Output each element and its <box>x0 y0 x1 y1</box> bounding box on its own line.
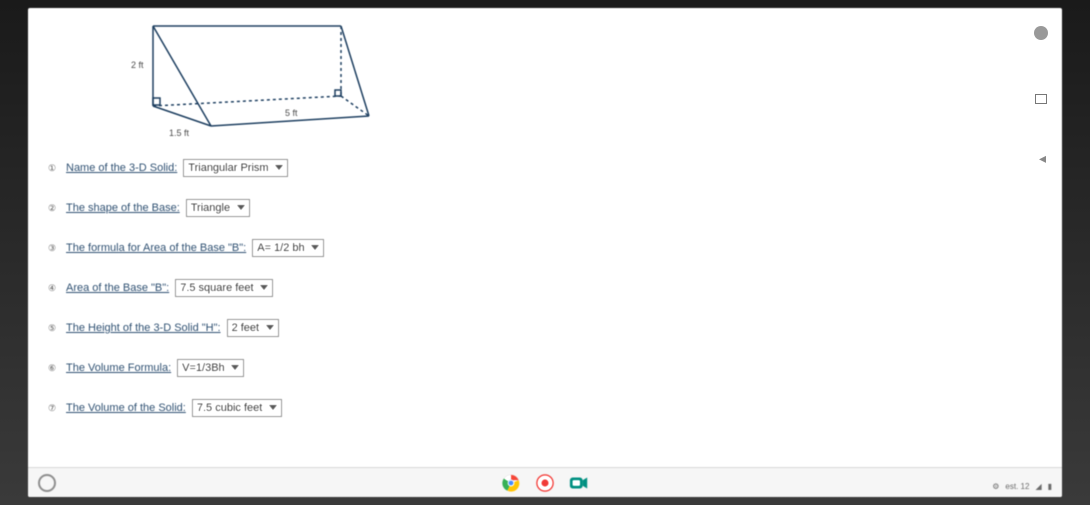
select-area-formula[interactable]: A= 1/2 bh <box>252 239 324 257</box>
select-base-shape[interactable]: Triangle <box>186 199 250 217</box>
tray-icon: ⚙ <box>992 482 999 491</box>
chrome-icon[interactable] <box>501 473 521 493</box>
battery-icon: ▮ <box>1048 482 1052 491</box>
question-row-7: ⑦ The Volume of the Solid: 7.5 cubic fee… <box>48 399 1042 417</box>
widget-square-icon <box>1035 94 1047 104</box>
select-volume[interactable]: 7.5 cubic feet <box>192 399 282 417</box>
select-base-area[interactable]: 7.5 square feet <box>175 279 273 297</box>
wifi-icon: ◢ <box>1035 482 1041 491</box>
question-row-3: ③ The formula for Area of the Base "B": … <box>48 239 1042 257</box>
collapse-caret-icon[interactable]: ◂ <box>1039 150 1046 167</box>
launcher-icon[interactable] <box>38 474 56 492</box>
q-num: ⑦ <box>48 403 58 414</box>
question-row-1: ① Name of the 3-D Solid: Triangular Pris… <box>48 159 1042 177</box>
q-num: ① <box>48 163 58 174</box>
content-area: 2 ft 1.5 ft 5 ft ① Name of the 3-D Solid… <box>28 8 1062 425</box>
dim-depth: 5 ft <box>285 108 298 118</box>
q-label-volume-formula: The Volume Formula: <box>66 362 171 374</box>
q-num: ⑥ <box>48 363 58 374</box>
question-row-5: ⑤ The Height of the 3-D Solid "H": 2 fee… <box>48 319 1042 337</box>
tray-text: est. 12 <box>1005 482 1029 491</box>
taskbar: ⚙ est. 12 ◢ ▮ <box>28 467 1062 497</box>
q-num: ⑤ <box>48 323 58 334</box>
question-row-2: ② The shape of the Base: Triangle <box>48 199 1042 217</box>
q-num: ④ <box>48 283 58 294</box>
select-height[interactable]: 2 feet <box>227 319 279 337</box>
question-row-6: ⑥ The Volume Formula: V=1/3Bh <box>48 359 1042 377</box>
q-num: ② <box>48 203 58 214</box>
q-label-base-area: Area of the Base "B": <box>66 282 169 294</box>
select-volume-formula[interactable]: V=1/3Bh <box>177 359 244 377</box>
q-label-height: The Height of the 3-D Solid "H": <box>66 322 221 334</box>
prism-diagram: 2 ft 1.5 ft 5 ft <box>123 18 1042 141</box>
widget-dot-icon <box>1034 26 1048 40</box>
q-label-volume: The Volume of the Solid: <box>66 402 186 414</box>
system-tray[interactable]: ⚙ est. 12 ◢ ▮ <box>992 482 1052 491</box>
q-num: ③ <box>48 243 58 254</box>
meet-icon[interactable] <box>569 473 589 493</box>
q-label-base-shape: The shape of the Base: <box>66 202 180 214</box>
q-label-area-formula: The formula for Area of the Base "B": <box>66 242 246 254</box>
dim-bottom: 1.5 ft <box>169 128 190 138</box>
question-row-4: ④ Area of the Base "B": 7.5 square feet <box>48 279 1042 297</box>
select-solid-name[interactable]: Triangular Prism <box>183 159 288 177</box>
dim-left: 2 ft <box>131 60 144 70</box>
app-icon-red[interactable] <box>535 473 555 493</box>
side-widget[interactable] <box>1028 20 1054 110</box>
screen-area: 2 ft 1.5 ft 5 ft ① Name of the 3-D Solid… <box>28 8 1062 497</box>
q-label-solid-name: Name of the 3-D Solid: <box>66 162 177 174</box>
